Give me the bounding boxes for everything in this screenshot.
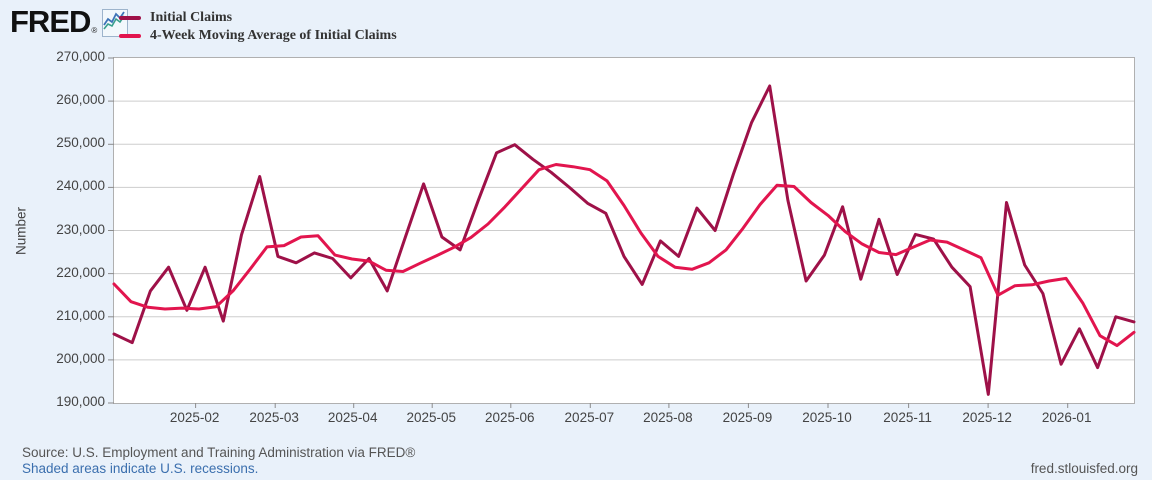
- legend-label: Initial Claims: [150, 10, 233, 25]
- x-tick-label: 2025-06: [484, 410, 535, 425]
- fred-logo-text: FRED: [10, 4, 91, 39]
- y-tick-label: 200,000: [56, 350, 105, 366]
- legend-swatch-0: [119, 16, 141, 20]
- y-tick-label: 240,000: [56, 178, 105, 194]
- x-tick-label: 2025-09: [722, 410, 773, 425]
- y-axis-title: Number: [13, 206, 29, 255]
- legend-row: Initial Claims: [119, 9, 397, 27]
- source-text: Source: U.S. Employment and Training Adm…: [22, 445, 416, 460]
- x-tick-label: 2025-11: [883, 410, 932, 425]
- y-tick-label: 210,000: [56, 307, 105, 323]
- y-tick-label: 230,000: [56, 221, 105, 237]
- y-tick-label: 190,000: [56, 394, 105, 409]
- y-tick-label: 220,000: [56, 264, 105, 280]
- y-tick-label: 270,000: [56, 49, 105, 64]
- plot-area[interactable]: [108, 57, 1136, 408]
- registered-trademark: ®: [91, 26, 98, 35]
- fred-site-link[interactable]: fred.stlouisfed.org: [1030, 461, 1138, 476]
- y-tick-label: 250,000: [56, 135, 105, 151]
- x-tick-label: 2026-01: [1041, 410, 1092, 425]
- y-tick-label: 260,000: [56, 92, 105, 108]
- x-tick-label: 2025-02: [169, 410, 220, 425]
- recession-note-link[interactable]: Shaded areas indicate U.S. recessions.: [22, 461, 259, 476]
- fred-logo[interactable]: FRED ®: [10, 4, 129, 39]
- legend-swatch-1: [119, 34, 141, 38]
- x-tick-label: 2025-08: [643, 410, 693, 425]
- legend-label: 4-Week Moving Average of Initial Claims: [150, 28, 397, 43]
- sparkline-icon: [102, 9, 129, 37]
- x-tick-label: 2025-10: [802, 410, 852, 425]
- x-tick-label: 2025-07: [564, 410, 615, 425]
- x-tick-label: 2025-04: [327, 410, 378, 425]
- chart-legend: Initial Claims 4-Week Moving Average of I…: [119, 9, 397, 45]
- legend-row: 4-Week Moving Average of Initial Claims: [119, 27, 397, 45]
- x-tick-label: 2025-03: [249, 410, 299, 425]
- x-tick-label: 2025-12: [962, 410, 1012, 425]
- initial-claims-line[interactable]: [112, 84, 1136, 396]
- x-tick-label: 2025-05: [406, 410, 456, 425]
- 4-week-moving-average-of-initial-claims-line[interactable]: [112, 163, 1136, 348]
